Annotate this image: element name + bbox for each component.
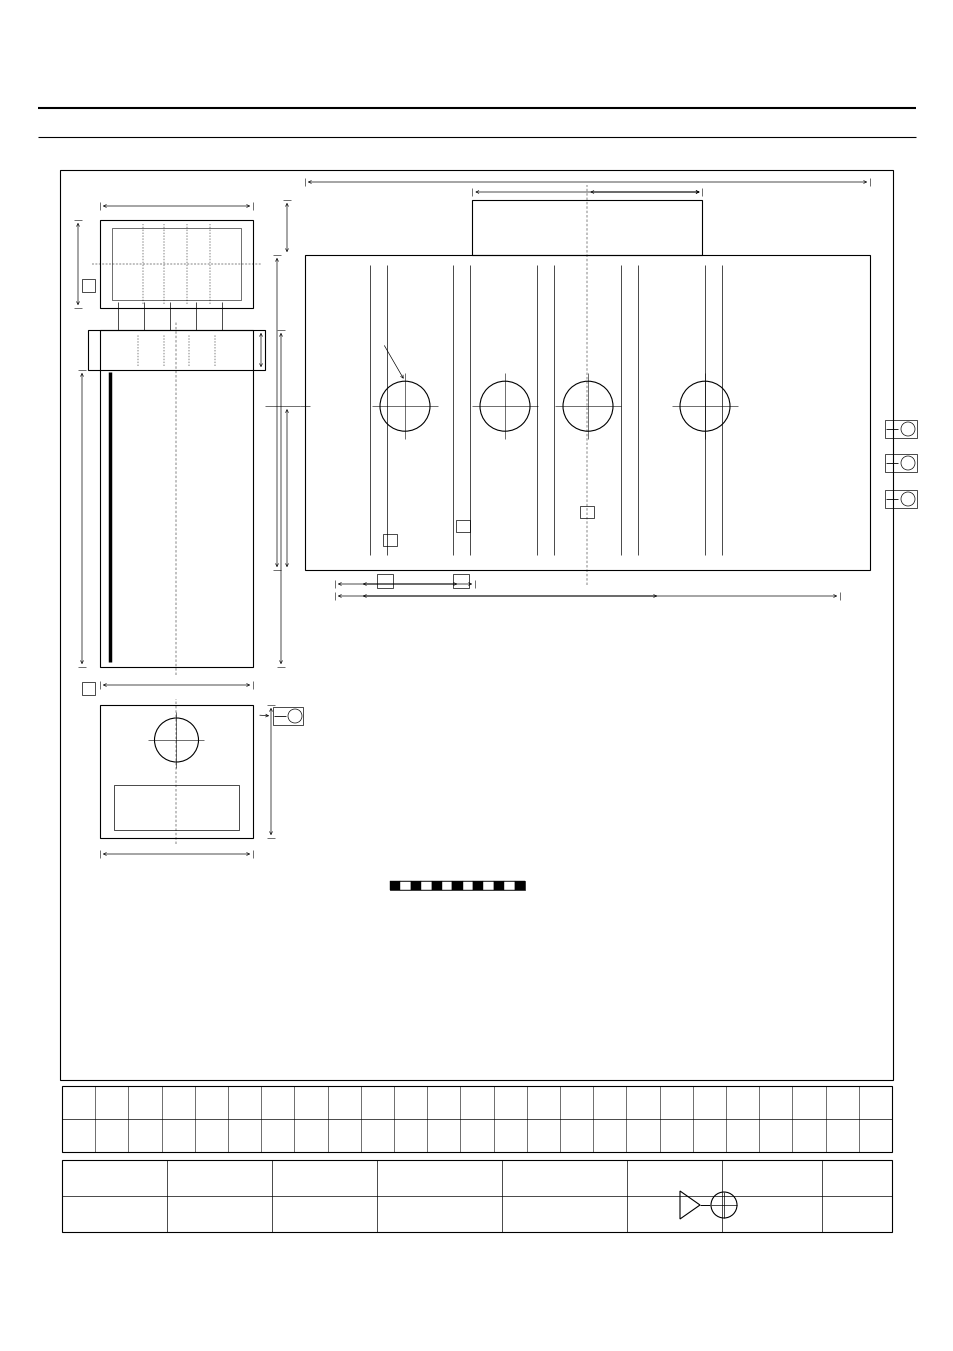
Bar xyxy=(376,574,393,588)
Bar xyxy=(483,881,494,890)
Bar xyxy=(453,574,469,588)
Bar xyxy=(462,881,473,890)
Bar xyxy=(494,881,504,890)
Bar xyxy=(82,682,95,694)
Bar xyxy=(456,520,470,532)
Bar xyxy=(473,881,483,890)
Bar xyxy=(100,705,253,838)
Bar xyxy=(884,454,916,471)
Bar xyxy=(390,881,400,890)
Bar xyxy=(112,228,241,300)
Bar xyxy=(400,881,411,890)
Bar xyxy=(60,170,892,1079)
Bar xyxy=(382,534,396,546)
Bar xyxy=(100,330,253,667)
Bar xyxy=(411,881,420,890)
Bar xyxy=(82,280,95,292)
Bar xyxy=(420,881,431,890)
Bar xyxy=(431,881,441,890)
Bar xyxy=(305,255,869,570)
Bar xyxy=(113,785,239,830)
Bar xyxy=(472,200,701,255)
Bar xyxy=(579,507,594,517)
Bar xyxy=(504,881,514,890)
Bar xyxy=(884,420,916,438)
Bar xyxy=(62,1086,891,1152)
Bar xyxy=(62,1161,891,1232)
Bar xyxy=(390,881,524,890)
Bar xyxy=(441,881,452,890)
Bar xyxy=(884,490,916,508)
Bar xyxy=(88,330,265,370)
Bar xyxy=(273,707,303,725)
Bar xyxy=(514,881,524,890)
Bar xyxy=(100,220,253,308)
Bar xyxy=(452,881,462,890)
